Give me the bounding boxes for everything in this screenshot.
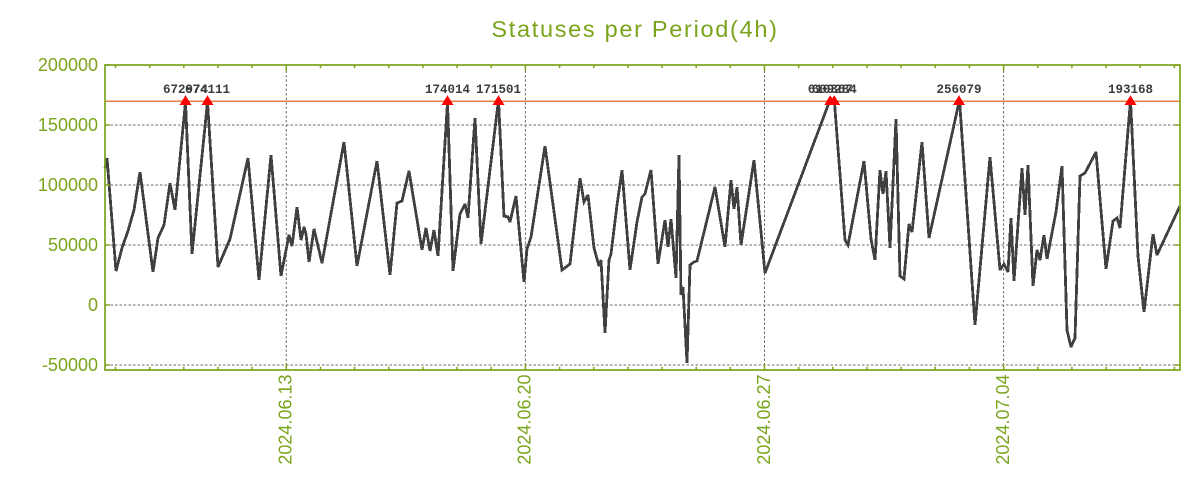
svg-text:193168: 193168: [1108, 83, 1153, 97]
svg-text:200000: 200000: [38, 55, 98, 75]
svg-text:672974: 672974: [163, 83, 209, 97]
svg-text:256079: 256079: [936, 83, 981, 97]
svg-text:50000: 50000: [48, 235, 98, 255]
svg-text:2024.07.04: 2024.07.04: [993, 375, 1013, 465]
svg-text:174014: 174014: [425, 83, 471, 97]
svg-text:100000: 100000: [38, 175, 98, 195]
svg-text:2024.06.13: 2024.06.13: [276, 375, 296, 465]
svg-text:Statuses per Period(4h): Statuses per Period(4h): [491, 16, 778, 42]
svg-text:610367: 610367: [808, 83, 853, 97]
svg-text:-50000: -50000: [42, 355, 98, 375]
svg-text:2024.06.20: 2024.06.20: [515, 375, 535, 465]
svg-text:609284: 609284: [812, 83, 858, 97]
svg-text:150000: 150000: [38, 115, 98, 135]
svg-text:0: 0: [88, 295, 98, 315]
svg-text:2024.06.27: 2024.06.27: [754, 375, 774, 465]
svg-text:674111: 674111: [185, 83, 230, 97]
svg-text:171501: 171501: [476, 83, 521, 97]
